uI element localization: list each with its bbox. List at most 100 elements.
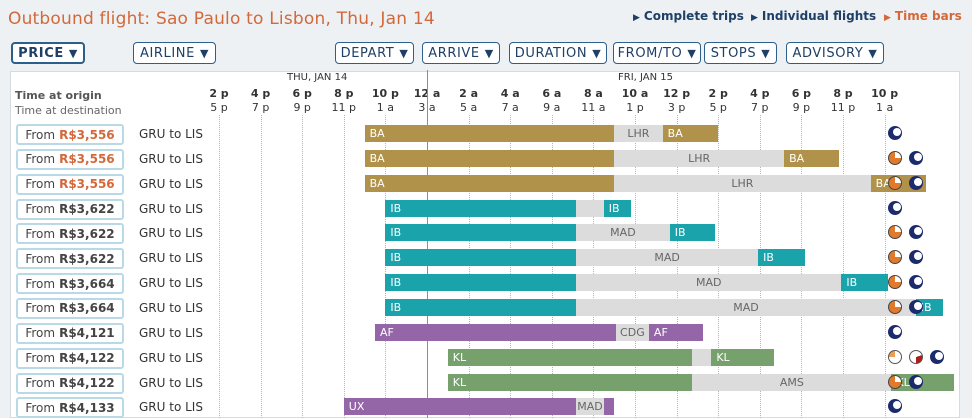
night-flight-icon[interactable] (888, 399, 902, 414)
flight-segment-bar[interactable]: IB (841, 274, 889, 292)
price-button[interactable]: From R$3,622 (16, 223, 124, 245)
flight-segment-bar[interactable]: IB (385, 274, 577, 292)
daytime-flight-icon[interactable] (888, 275, 902, 290)
flight-segment-bar[interactable]: BA (662, 125, 719, 142)
night-flight-icon[interactable] (888, 324, 902, 339)
price-button[interactable]: From R$3,556 (16, 148, 124, 170)
flight-segment-bar[interactable]: IB (758, 249, 805, 267)
time-at-destination-label: Time at destination (15, 104, 122, 117)
night-flight-icon[interactable] (888, 200, 902, 215)
daytime-flight-icon[interactable] (888, 374, 902, 389)
tick-origin: 10 p (371, 87, 399, 100)
filter-from-to-button[interactable]: FROM/TO ▼ (613, 42, 701, 64)
night-flight-icon[interactable] (909, 175, 923, 190)
filter-depart-button[interactable]: DEPART ▼ (335, 42, 414, 64)
daytime-flight-icon[interactable] (888, 225, 902, 240)
layover-bar[interactable]: MAD (576, 274, 842, 292)
layover-bar[interactable]: MAD (576, 249, 759, 267)
tick-destination: 9 p (792, 101, 811, 114)
price-from-label: From (25, 202, 56, 217)
layover-bar[interactable]: CDG (615, 323, 649, 341)
price-button[interactable]: From R$4,122 (16, 347, 124, 369)
layover-bar[interactable]: MAD (576, 224, 670, 242)
price-amount: R$4,122 (59, 376, 115, 390)
price-from-label: From (25, 276, 56, 291)
flight-segment-bar[interactable]: KL (447, 373, 693, 391)
view-link-time-bars[interactable]: ▶ Time bars (884, 9, 962, 23)
flight-segment-bar[interactable]: IB (385, 298, 577, 316)
tick-origin: 2 a (459, 87, 479, 100)
flight-segment-bar[interactable]: IB (603, 199, 632, 217)
price-button[interactable]: From R$3,664 (16, 273, 124, 295)
view-link-individual-flights[interactable]: ▶ Individual flights (751, 9, 877, 23)
flight-segment-bar[interactable]: IB (915, 298, 944, 316)
price-from-label: From (25, 326, 56, 341)
route-label: GRU to LIS (139, 375, 203, 390)
flight-segment-bar[interactable]: BA (784, 149, 840, 167)
triangle-right-icon: ▶ (884, 13, 891, 23)
night-flight-icon[interactable] (909, 150, 923, 165)
flight-segment-bar[interactable]: AF (375, 323, 616, 341)
layover-bar[interactable]: LHR (614, 125, 663, 142)
time-at-origin-label: Time at origin (15, 89, 102, 102)
layover-bar[interactable]: AMS (692, 373, 892, 391)
flight-segment-bar[interactable]: KL (711, 348, 774, 366)
tick-origin: 4 p (250, 87, 271, 100)
price-button[interactable]: From R$4,122 (16, 372, 124, 394)
flight-segment-bar[interactable]: IB (385, 199, 577, 217)
price-from-label: From (25, 400, 56, 415)
filter-stops-button[interactable]: STOPS ▼ (704, 42, 777, 64)
price-button[interactable]: From R$3,622 (16, 248, 124, 270)
daytime-flight-icon[interactable] (888, 250, 902, 265)
flight-segment-bar[interactable]: KL (447, 348, 693, 366)
price-button[interactable]: From R$4,121 (16, 322, 124, 344)
route-label: GRU to LIS (139, 151, 203, 166)
layover-bar[interactable]: MAD (576, 298, 916, 316)
flight-segment-bar[interactable]: BA (364, 174, 615, 192)
layover-bar[interactable]: LHR (614, 174, 871, 192)
filter-duration-button[interactable]: DURATION ▼ (509, 42, 607, 64)
flight-segment-bar[interactable]: UX (343, 398, 577, 416)
layover-bar[interactable] (692, 348, 712, 366)
price-button[interactable]: From R$3,664 (16, 297, 124, 319)
filter-arrive-button[interactable]: ARRIVE ▼ (422, 42, 500, 64)
flight-segment-bar[interactable]: IB (385, 224, 577, 242)
flight-segment-bar[interactable] (603, 398, 615, 416)
night-flight-icon[interactable] (909, 275, 923, 290)
filter-airline-button[interactable]: AIRLINE ▼ (133, 42, 216, 64)
night-flight-icon[interactable] (909, 250, 923, 265)
daytime-flight-icon[interactable] (888, 150, 902, 165)
tick-destination: 11 p (331, 101, 357, 114)
flight-segment-bar[interactable]: BA (364, 149, 615, 167)
layover-bar[interactable]: MAD (576, 398, 604, 416)
daytime-flight-icon[interactable] (888, 299, 902, 314)
flight-segment-bar[interactable]: BA (364, 125, 615, 142)
filter-price-button[interactable]: PRICE ▼ (11, 42, 85, 64)
price-button[interactable]: From R$3,622 (16, 198, 124, 220)
night-flight-icon[interactable] (909, 374, 923, 389)
view-link-complete-trips[interactable]: ▶ Complete trips (633, 9, 744, 23)
price-button[interactable]: From R$3,556 (16, 173, 124, 195)
price-button[interactable]: From R$4,133 (16, 397, 124, 418)
caret-down-icon: ▼ (868, 46, 878, 60)
tick-origin: 4 p (750, 87, 770, 100)
price-amount: R$4,121 (59, 326, 115, 341)
night-flight-icon[interactable] (909, 299, 923, 314)
night-flight-icon[interactable] (909, 225, 923, 240)
daytime-flight-icon[interactable] (888, 349, 902, 364)
layover-bar[interactable] (576, 199, 604, 217)
layover-bar[interactable]: LHR (614, 149, 785, 167)
tick-destination: 1 a (376, 101, 395, 114)
flight-segment-bar[interactable]: AF (648, 323, 703, 341)
night-flight-icon[interactable] (930, 349, 944, 364)
tick-destination: 5 p (210, 101, 228, 114)
filter-advisory-button[interactable]: ADVISORY ▼ (786, 42, 884, 64)
tick-destination: 5 a (459, 101, 478, 114)
flight-segment-bar[interactable]: IB (385, 249, 577, 267)
route-label: GRU to LIS (139, 276, 203, 291)
night-flight-icon[interactable] (888, 126, 902, 140)
red-eye-icon[interactable] (909, 349, 923, 364)
price-button[interactable]: From R$3,556 (16, 124, 124, 145)
flight-segment-bar[interactable]: IB (669, 224, 715, 242)
daytime-flight-icon[interactable] (888, 175, 902, 190)
